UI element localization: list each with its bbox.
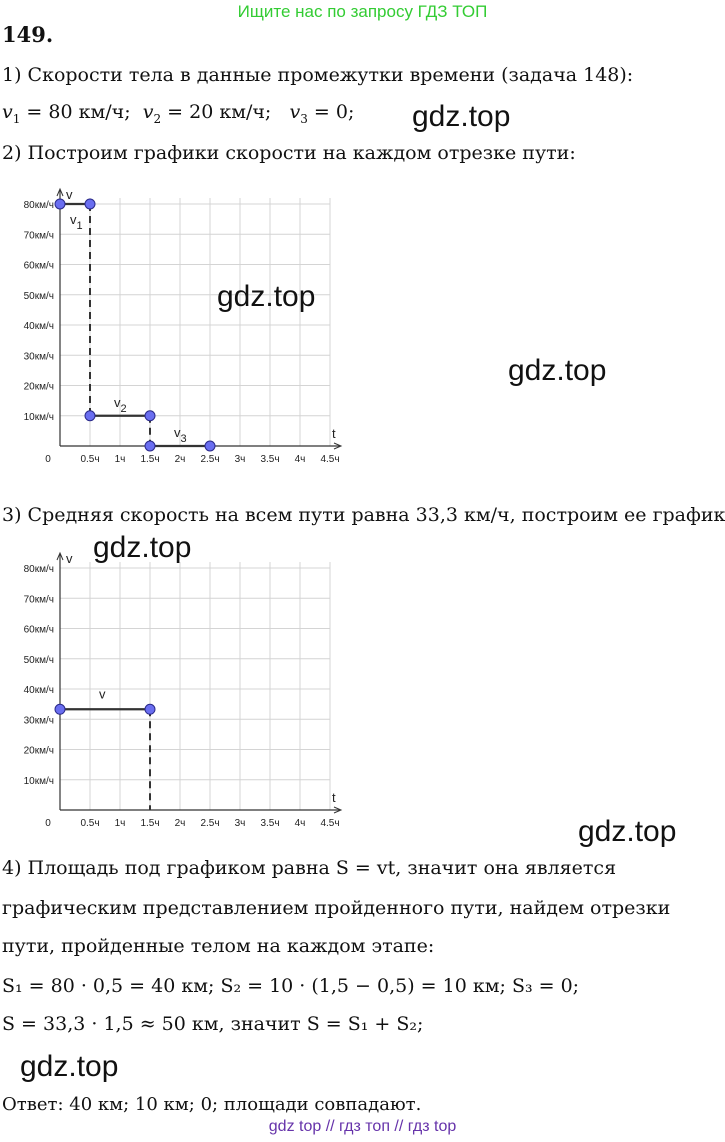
data-point-v1 (84, 198, 96, 210)
y-axis-label: v (66, 551, 73, 566)
step-3-text: 3) Средняя скорость на всем пути равна 3… (2, 504, 725, 526)
y-tick-label: 50км/ч (24, 291, 54, 302)
x-tick-label: 1ч (115, 454, 126, 465)
data-point-v3 (204, 440, 216, 452)
bottom-banner[interactable]: gdz top // гдз топ // гдз top (268, 1118, 457, 1135)
y-tick-label: 10км/ч (24, 776, 54, 787)
watermark: gdz.top (508, 354, 607, 387)
step-1-text: 1) Скорости тела в данные промежутки вре… (2, 64, 634, 86)
top-banner[interactable]: Ищите нас по запросу ГДЗ ТОП (237, 2, 488, 21)
data-point-v (144, 703, 156, 715)
data-point-v2 (84, 410, 96, 422)
formula-1: S₁ = 80 · 0,5 = 40 км; S₂ = 10 · (1,5 − … (2, 975, 580, 997)
y-tick-label: 20км/ч (24, 382, 54, 393)
x-axis-arrow (333, 442, 343, 450)
x-tick-label: 1ч (115, 818, 126, 829)
y-tick-label: 80км/ч (24, 200, 54, 211)
watermark: gdz.top (578, 815, 677, 848)
y-tick-label: 60км/ч (24, 625, 54, 636)
x-tick-label: 3ч (235, 454, 246, 465)
speeds-line: v1 = 80 км/ч; v2 = 20 км/ч; v3 = 0; (2, 101, 355, 126)
x-tick-label: 0 (45, 454, 51, 465)
data-point-v1 (54, 198, 66, 210)
x-tick-label: 4ч (295, 454, 306, 465)
x-tick-label: 2.5ч (200, 818, 219, 829)
average-velocity-chart: 10км/ч 20км/ч 30км/ч 40км/ч 50км/ч 60км/ч 70км… (24, 551, 343, 829)
series-label-v3: v3 (174, 425, 187, 445)
answer: Ответ: 40 км; 10 км; 0; площади совпадаю… (2, 1094, 422, 1115)
velocity-chart-1: 10км/ч 20км/ч 30км/ч 40км/ч 50км/ч 60км/ч 70км… (24, 187, 343, 465)
formula-2: S = 33,3 · 1,5 ≈ 50 км, значит S = S₁ + … (2, 1013, 424, 1035)
y-axis-label: v (66, 187, 73, 202)
x-tick-label: 4.5ч (320, 818, 339, 829)
y-axis-arrow (56, 551, 64, 561)
step-4-line-1: 4) Площадь под графиком равна S = vt, зн… (2, 857, 617, 879)
y-tick-label: 80км/ч (24, 564, 54, 575)
y-tick-label: 70км/ч (24, 230, 54, 241)
y-tick-label: 40км/ч (24, 685, 54, 696)
data-point-v2 (144, 410, 156, 422)
x-tick-label: 2.5ч (200, 454, 219, 465)
x-tick-label: 1.5ч (140, 454, 159, 465)
step-4-line-2: графическим представлением пройденного п… (2, 897, 671, 919)
data-point-v3 (144, 440, 156, 452)
y-tick-label: 40км/ч (24, 321, 54, 332)
x-axis-label: t (332, 426, 336, 441)
x-tick-label: 4ч (295, 818, 306, 829)
x-tick-label: 3.5ч (260, 818, 279, 829)
series-label-v: v (99, 686, 106, 701)
problem-number: 149. (2, 22, 54, 47)
x-tick-label: 3ч (235, 818, 246, 829)
series-label-v1: v1 (70, 212, 83, 232)
watermark: gdz.top (20, 1050, 119, 1083)
y-tick-label: 20км/ч (24, 746, 54, 757)
step-2-text: 2) Построим графики скорости на каждом о… (2, 142, 576, 164)
x-axis-arrow (333, 806, 343, 814)
watermark: gdz.top (412, 100, 511, 133)
y-tick-label: 10км/ч (24, 412, 54, 423)
y-tick-label: 30км/ч (24, 351, 54, 362)
x-tick-label: 2ч (175, 454, 186, 465)
x-tick-label: 3.5ч (260, 454, 279, 465)
data-point-v (54, 703, 66, 715)
y-tick-label: 30км/ч (24, 715, 54, 726)
x-tick-label: 0 (45, 818, 51, 829)
x-axis-label: t (332, 790, 336, 805)
x-tick-label: 2ч (175, 818, 186, 829)
y-tick-label: 60км/ч (24, 261, 54, 272)
y-tick-label: 50км/ч (24, 655, 54, 666)
y-tick-label: 70км/ч (24, 594, 54, 605)
x-tick-label: 0.5ч (80, 454, 99, 465)
x-tick-label: 4.5ч (320, 454, 339, 465)
watermark: gdz.top (93, 531, 192, 564)
y-axis-arrow (56, 187, 64, 197)
x-tick-label: 0.5ч (80, 818, 99, 829)
watermark: gdz.top (217, 280, 316, 313)
x-tick-label: 1.5ч (140, 818, 159, 829)
step-4-line-3: пути, пройденные телом на каждом этапе: (2, 935, 435, 957)
series-label-v2: v2 (114, 395, 127, 415)
